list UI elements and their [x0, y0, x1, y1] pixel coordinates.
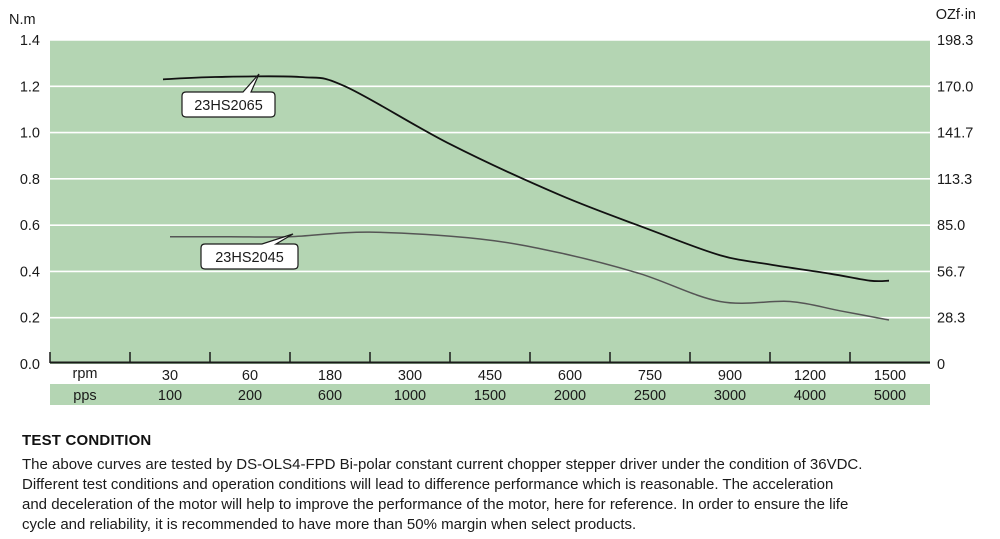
rpm-tick-label: 900	[718, 368, 742, 384]
pps-row-label: pps	[73, 388, 96, 404]
plot-area	[50, 40, 930, 364]
rpm-tick-label: 600	[558, 368, 582, 384]
left-y-tick-labels: 0.0 0.2 0.4 0.6 0.8 1.0 1.2 1.4	[20, 33, 40, 373]
torque-chart: N.m OZf·in 0.0 0.2 0.4 0.6 0.8 1.0 1.2 1.4 0 28.…	[9, 7, 976, 405]
left-y-tick-label: 0.8	[20, 172, 40, 188]
rpm-tick-label: 750	[638, 368, 662, 384]
rpm-tick-label: 30	[162, 368, 178, 384]
rpm-tick-label: 60	[242, 368, 258, 384]
left-y-tick-label: 1.0	[20, 126, 40, 142]
pps-tick-label: 100	[158, 388, 182, 404]
x-axis-ticks	[49, 352, 851, 363]
rpm-tick-label: 1500	[874, 368, 906, 384]
left-y-tick-label: 0.2	[20, 311, 40, 327]
legend-callout-23HS2045: 23HS2045	[200, 233, 299, 270]
test-condition-line-2: Different test conditions and operation …	[22, 476, 834, 493]
left-y-tick-label: 1.4	[20, 33, 40, 49]
test-condition-line-3: and deceleration of the motor will help …	[22, 496, 849, 513]
pps-tick-label: 2000	[554, 388, 586, 404]
test-condition-section: TEST CONDITION The above curves are test…	[22, 432, 982, 535]
legend-callout-23HS2065: 23HS2065	[181, 73, 276, 118]
callout-box-23HS2065	[181, 73, 276, 118]
left-y-tick-label: 0.0	[20, 357, 40, 373]
left-y-tick-label: 0.4	[20, 264, 40, 280]
right-y-tick-label: 56.7	[937, 264, 965, 280]
right-y-tick-label: 113.3	[937, 172, 972, 188]
left-unit-label: N.m	[9, 12, 36, 28]
pps-tick-label: 1500	[474, 388, 506, 404]
test-condition-line-4: cycle and reliability, it is recommended…	[22, 516, 637, 533]
right-unit-label: OZf·in	[936, 7, 976, 23]
right-y-tick-label: 28.3	[937, 311, 965, 327]
right-y-tick-label: 0	[937, 357, 945, 373]
grid-lines	[50, 39, 930, 319]
test-condition-title: TEST CONDITION	[22, 432, 152, 449]
series-line-23HS2065	[162, 75, 890, 283]
left-y-tick-label: 1.2	[20, 79, 40, 95]
test-condition-description: The above curves are tested by DS-OLS4-F…	[22, 455, 982, 535]
pps-tick-label: 3000	[714, 388, 746, 404]
series-label-23HS2065: 23HS2065	[194, 98, 263, 114]
pps-tick-label: 1000	[394, 388, 426, 404]
rpm-tick-label: 180	[318, 368, 342, 384]
test-condition-line-1: The above curves are tested by DS-OLS4-F…	[22, 456, 863, 473]
rpm-tick-label: 300	[398, 368, 422, 384]
pps-tick-label: 2500	[634, 388, 666, 404]
rpm-tick-label: 450	[478, 368, 502, 384]
pps-tick-labels: 100 200 600 1000 1500 2000 2500 3000 4000 5000	[158, 388, 906, 404]
series-label-23HS2045: 23HS2045	[215, 250, 284, 266]
pps-tick-label: 5000	[874, 388, 906, 404]
rpm-row-label: rpm	[73, 366, 98, 382]
right-y-tick-label: 85.0	[937, 218, 965, 234]
right-y-tick-label: 141.7	[937, 126, 973, 142]
right-y-tick-label: 198.3	[937, 33, 973, 49]
right-y-tick-label: 170.0	[937, 79, 973, 95]
pps-tick-label: 4000	[794, 388, 826, 404]
pps-tick-label: 600	[318, 388, 342, 404]
right-y-tick-labels: 0 28.3 56.7 85.0 113.3 141.7 170.0 198.3	[937, 33, 973, 373]
callout-box-23HS2045	[200, 233, 299, 270]
rpm-tick-labels: 30 60 180 300 450 600 750 900 1200 1500	[162, 368, 906, 384]
rpm-tick-label: 1200	[794, 368, 826, 384]
pps-row-background	[50, 384, 930, 405]
pps-tick-label: 200	[238, 388, 262, 404]
left-y-tick-label: 0.6	[20, 218, 40, 234]
